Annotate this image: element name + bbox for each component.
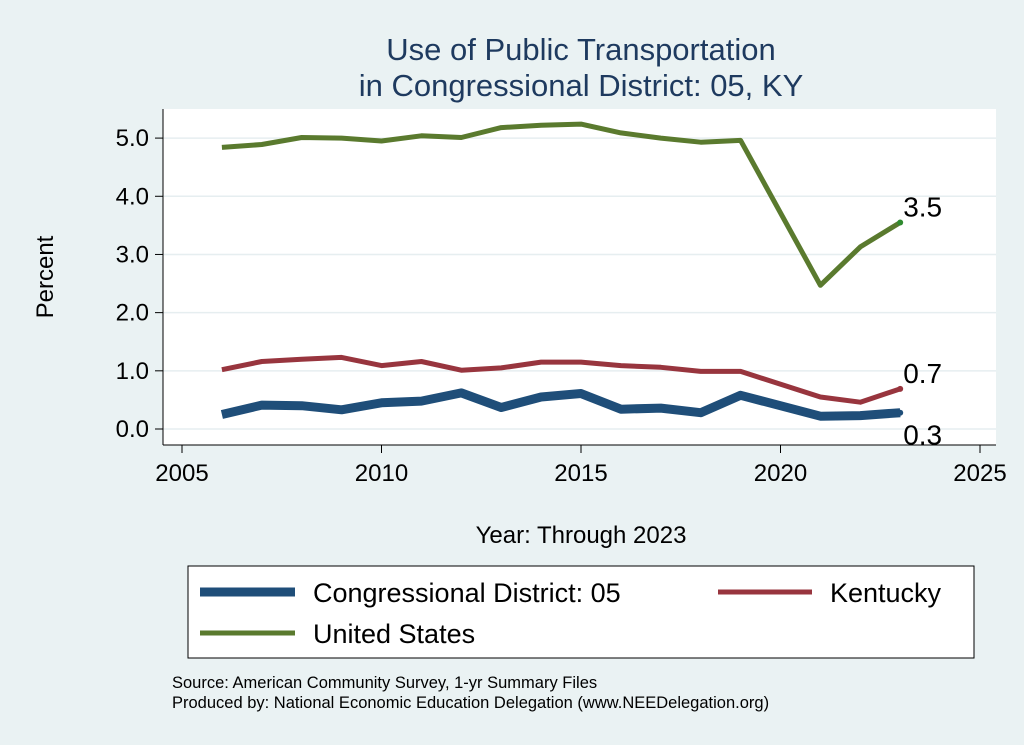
end-label-layer: 0.3 0.7 3.5 xyxy=(903,191,942,450)
legend-label-congressional-district: Congressional District: 05 xyxy=(313,578,621,608)
end-value-label-united-states: 3.5 xyxy=(903,191,942,222)
legend: Congressional District: 05 Kentucky Unit… xyxy=(187,565,975,659)
y-tick-label: 5.0 xyxy=(116,125,149,152)
x-tick-label: 2020 xyxy=(754,460,807,487)
legend-label-united-states: United States xyxy=(313,619,475,649)
series-line-united-states xyxy=(221,121,902,288)
series-line-kentucky xyxy=(221,354,901,405)
source-note: Source: American Community Survey, 1-yr … xyxy=(172,674,597,692)
series-end-point-united-states xyxy=(897,219,904,226)
legend-box xyxy=(187,565,975,659)
grid-layer xyxy=(163,137,996,430)
x-tick-label: 2010 xyxy=(355,460,408,487)
series-end-point-kentucky xyxy=(897,385,904,392)
x-tick-label: 2015 xyxy=(554,460,607,487)
y-tick-label: 2.0 xyxy=(116,300,149,327)
y-tick-label: 1.0 xyxy=(116,358,149,385)
series-layer xyxy=(220,121,904,421)
x-tick-label: 2025 xyxy=(953,460,1006,487)
axis-layer: 0.0 1.0 2.0 3.0 4.0 5.0 2005 2010 2015 2020 2025 xyxy=(116,109,1007,487)
end-value-label-congressional-district-05: 0.3 xyxy=(903,420,942,451)
end-value-label-kentucky: 0.7 xyxy=(903,358,942,389)
chart-title-line-2: in Congressional District: 05, KY xyxy=(359,68,804,103)
x-tick-label: 2005 xyxy=(155,460,208,487)
y-tick-label: 0.0 xyxy=(116,416,149,443)
y-axis-title: Percent xyxy=(32,235,59,318)
y-tick-label: 3.0 xyxy=(116,241,149,268)
x-axis-title: Year: Through 2023 xyxy=(476,522,687,549)
y-tick-label: 4.0 xyxy=(116,183,149,210)
series-line-congressional-district-05 xyxy=(220,388,901,421)
series-end-point-congressional-district-05 xyxy=(897,409,904,416)
chart-title-line-1: Use of Public Transportation xyxy=(386,32,775,67)
legend-label-kentucky: Kentucky xyxy=(830,578,942,608)
plot-area xyxy=(163,109,996,445)
producer-note: Produced by: National Economic Education… xyxy=(172,694,769,712)
